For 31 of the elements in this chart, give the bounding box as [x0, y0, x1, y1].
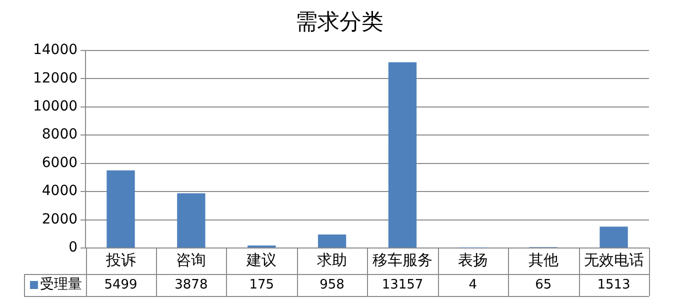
y-tick-label: 8000 [42, 126, 78, 143]
bar [388, 62, 417, 248]
y-tick-label: 14000 [32, 42, 78, 58]
y-tick-label: 0 [68, 240, 78, 256]
bar [177, 193, 206, 248]
x-tick-label: 建议 [246, 250, 277, 269]
x-tick-label: 投诉 [104, 250, 136, 269]
x-tick-label: 移车服务 [372, 250, 432, 269]
data-label: 65 [535, 277, 552, 292]
legend-label: 受理量 [40, 276, 82, 293]
x-tick-label: 其他 [528, 250, 558, 269]
bar [106, 170, 135, 248]
y-tick-label: 12000 [32, 70, 78, 86]
data-label: 13157 [382, 277, 424, 292]
y-tick-label: 2000 [42, 211, 78, 228]
x-tick-label: 咨询 [176, 250, 206, 269]
chart-title: 需求分类 [296, 10, 384, 35]
data-label: 5499 [104, 277, 138, 292]
y-tick-label: 10000 [32, 98, 78, 114]
bar [600, 226, 628, 248]
x-tick-label: 表扬 [458, 250, 488, 269]
data-label: 3878 [174, 277, 208, 292]
x-tick-label: 无效电话 [584, 250, 644, 269]
bar [318, 234, 346, 248]
data-label: 1513 [597, 277, 630, 292]
y-tick-label: 4000 [42, 183, 78, 200]
y-tick-label: 6000 [42, 154, 78, 171]
data-label: 958 [320, 277, 344, 292]
data-label: 4 [468, 277, 478, 292]
x-tick-label: 求助 [317, 250, 348, 269]
data-label: 175 [249, 277, 274, 292]
